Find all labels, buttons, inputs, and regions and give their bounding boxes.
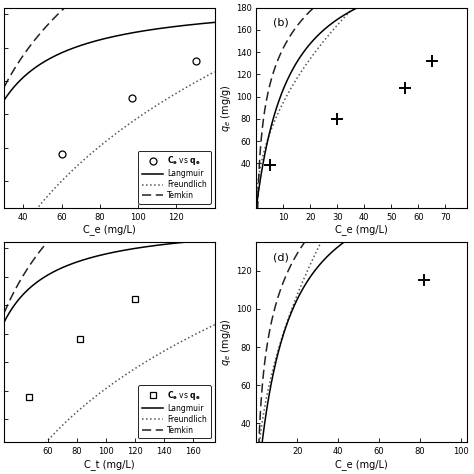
Text: (d): (d) [273, 252, 289, 262]
X-axis label: C_t (mg/L): C_t (mg/L) [84, 459, 135, 470]
X-axis label: C_e (mg/L): C_e (mg/L) [83, 224, 136, 235]
Legend: $\mathbf{C_e}$ vs $\mathbf{q_e}$, Langmuir, Freundlich, Temkin: $\mathbf{C_e}$ vs $\mathbf{q_e}$, Langmu… [138, 385, 211, 438]
Y-axis label: $q_e$ (mg/g): $q_e$ (mg/g) [219, 319, 233, 366]
Legend: $\mathbf{C_e}$ vs $\mathbf{q_e}$, Langmuir, Freundlich, Temkin: $\mathbf{C_e}$ vs $\mathbf{q_e}$, Langmu… [138, 151, 211, 204]
X-axis label: C_e (mg/L): C_e (mg/L) [335, 459, 388, 470]
X-axis label: C_e (mg/L): C_e (mg/L) [335, 224, 388, 235]
Text: (b): (b) [273, 18, 289, 27]
Y-axis label: $q_e$ (mg/g): $q_e$ (mg/g) [219, 84, 233, 132]
